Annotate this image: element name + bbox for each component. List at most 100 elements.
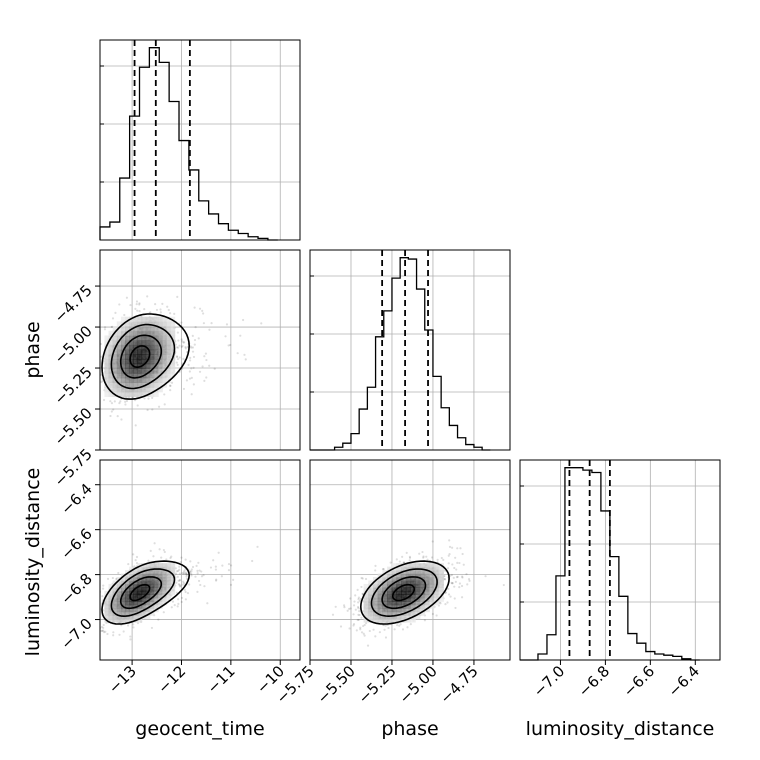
density-cell: [170, 326, 176, 332]
density-cell: [415, 594, 421, 599]
density-cell: [125, 577, 130, 582]
density-cell: [153, 391, 159, 398]
scatter-point: [127, 562, 130, 566]
scatter-point: [179, 561, 182, 564]
scatter-point: [182, 580, 185, 583]
scatter-point: [453, 597, 456, 600]
density-cell: [415, 570, 421, 575]
scatter-point: [114, 311, 117, 315]
scatter-point: [177, 583, 180, 586]
density-cell: [137, 340, 143, 346]
density-cell: [125, 363, 130, 369]
density-cell: [424, 590, 430, 595]
density-cell: [125, 321, 130, 327]
scatter-point: [342, 604, 346, 607]
density-cell: [137, 358, 143, 365]
scatter-point: [446, 601, 449, 604]
density-cell: [387, 573, 393, 578]
scatter-point: [465, 572, 468, 576]
panel-background: [100, 460, 300, 660]
scatter-point: [159, 308, 162, 311]
density-cell: [382, 608, 388, 613]
density-cell: [141, 363, 147, 369]
density-cell: [382, 601, 388, 606]
density-cell: [125, 608, 130, 613]
density-cell: [120, 316, 126, 322]
density-cell: [133, 583, 139, 588]
scatter-point: [182, 341, 185, 344]
density-cell: [120, 340, 126, 346]
density-cell: [158, 590, 163, 595]
density-cell: [145, 316, 151, 322]
density-cell: [129, 608, 134, 613]
density-cell: [166, 563, 172, 568]
density-cell: [108, 330, 114, 337]
scatter-point: [150, 626, 154, 630]
density-cell: [391, 587, 398, 592]
scatter-point: [256, 545, 259, 548]
scatter-point: [362, 624, 365, 628]
panel-luminosity_distance-phase: [309, 459, 511, 661]
scatter-point: [212, 559, 215, 562]
density-cell: [363, 618, 369, 623]
density-cell: [149, 344, 155, 351]
y-label-luminosity-distance: luminosity_distance: [22, 468, 44, 657]
scatter-point: [153, 542, 156, 545]
density-cell: [153, 344, 159, 351]
density-cell: [396, 587, 402, 592]
scatter-point: [227, 344, 230, 347]
scatter-point: [189, 345, 192, 348]
scatter-point: [112, 408, 115, 411]
scatter-point: [229, 583, 233, 587]
scatter-point: [166, 305, 169, 308]
density-cell: [133, 594, 139, 599]
scatter-point: [466, 583, 469, 586]
scatter-point: [147, 559, 150, 562]
density-cell: [429, 594, 435, 599]
density-cell: [433, 597, 440, 602]
density-cell: [104, 391, 110, 398]
density-cell: [120, 335, 126, 341]
density-cell: [429, 566, 435, 571]
density-cell: [108, 382, 114, 388]
density-cell: [401, 594, 407, 599]
density-cell: [438, 597, 444, 602]
density-cell: [372, 583, 379, 588]
scatter-point: [197, 579, 201, 583]
scatter-point: [169, 384, 172, 388]
scatter-point: [176, 357, 180, 361]
density-cell: [104, 372, 110, 379]
scatter-point: [182, 572, 185, 575]
scatter-point: [454, 556, 457, 559]
scatter-point: [423, 619, 427, 622]
scatter-point: [378, 631, 381, 634]
density-cell: [120, 611, 126, 616]
scatter-point: [175, 355, 179, 358]
density-cell: [125, 316, 130, 322]
density-cell: [120, 391, 126, 398]
scatter-point: [224, 335, 227, 338]
density-cell: [145, 570, 151, 575]
density-cell: [129, 387, 134, 393]
density-cell: [387, 618, 393, 623]
density-cell: [419, 604, 426, 609]
density-cell: [145, 344, 151, 351]
density-cell: [166, 358, 172, 365]
density-cell: [401, 615, 407, 620]
scatter-point: [143, 308, 146, 311]
density-cell: [387, 566, 393, 571]
scatter-point: [449, 595, 452, 598]
density-cell: [145, 382, 151, 388]
density-cell: [372, 611, 379, 616]
scatter-point: [334, 605, 337, 608]
density-cell: [133, 372, 139, 379]
density-cell: [410, 597, 416, 602]
density-cell: [133, 330, 139, 337]
density-cell: [137, 372, 143, 379]
scatter-point: [146, 408, 149, 412]
density-cell: [410, 570, 416, 575]
density-cell: [377, 604, 383, 609]
scatter-point: [192, 355, 196, 359]
histogram-geocent_time: [99, 47, 278, 241]
scatter-point: [384, 624, 387, 627]
